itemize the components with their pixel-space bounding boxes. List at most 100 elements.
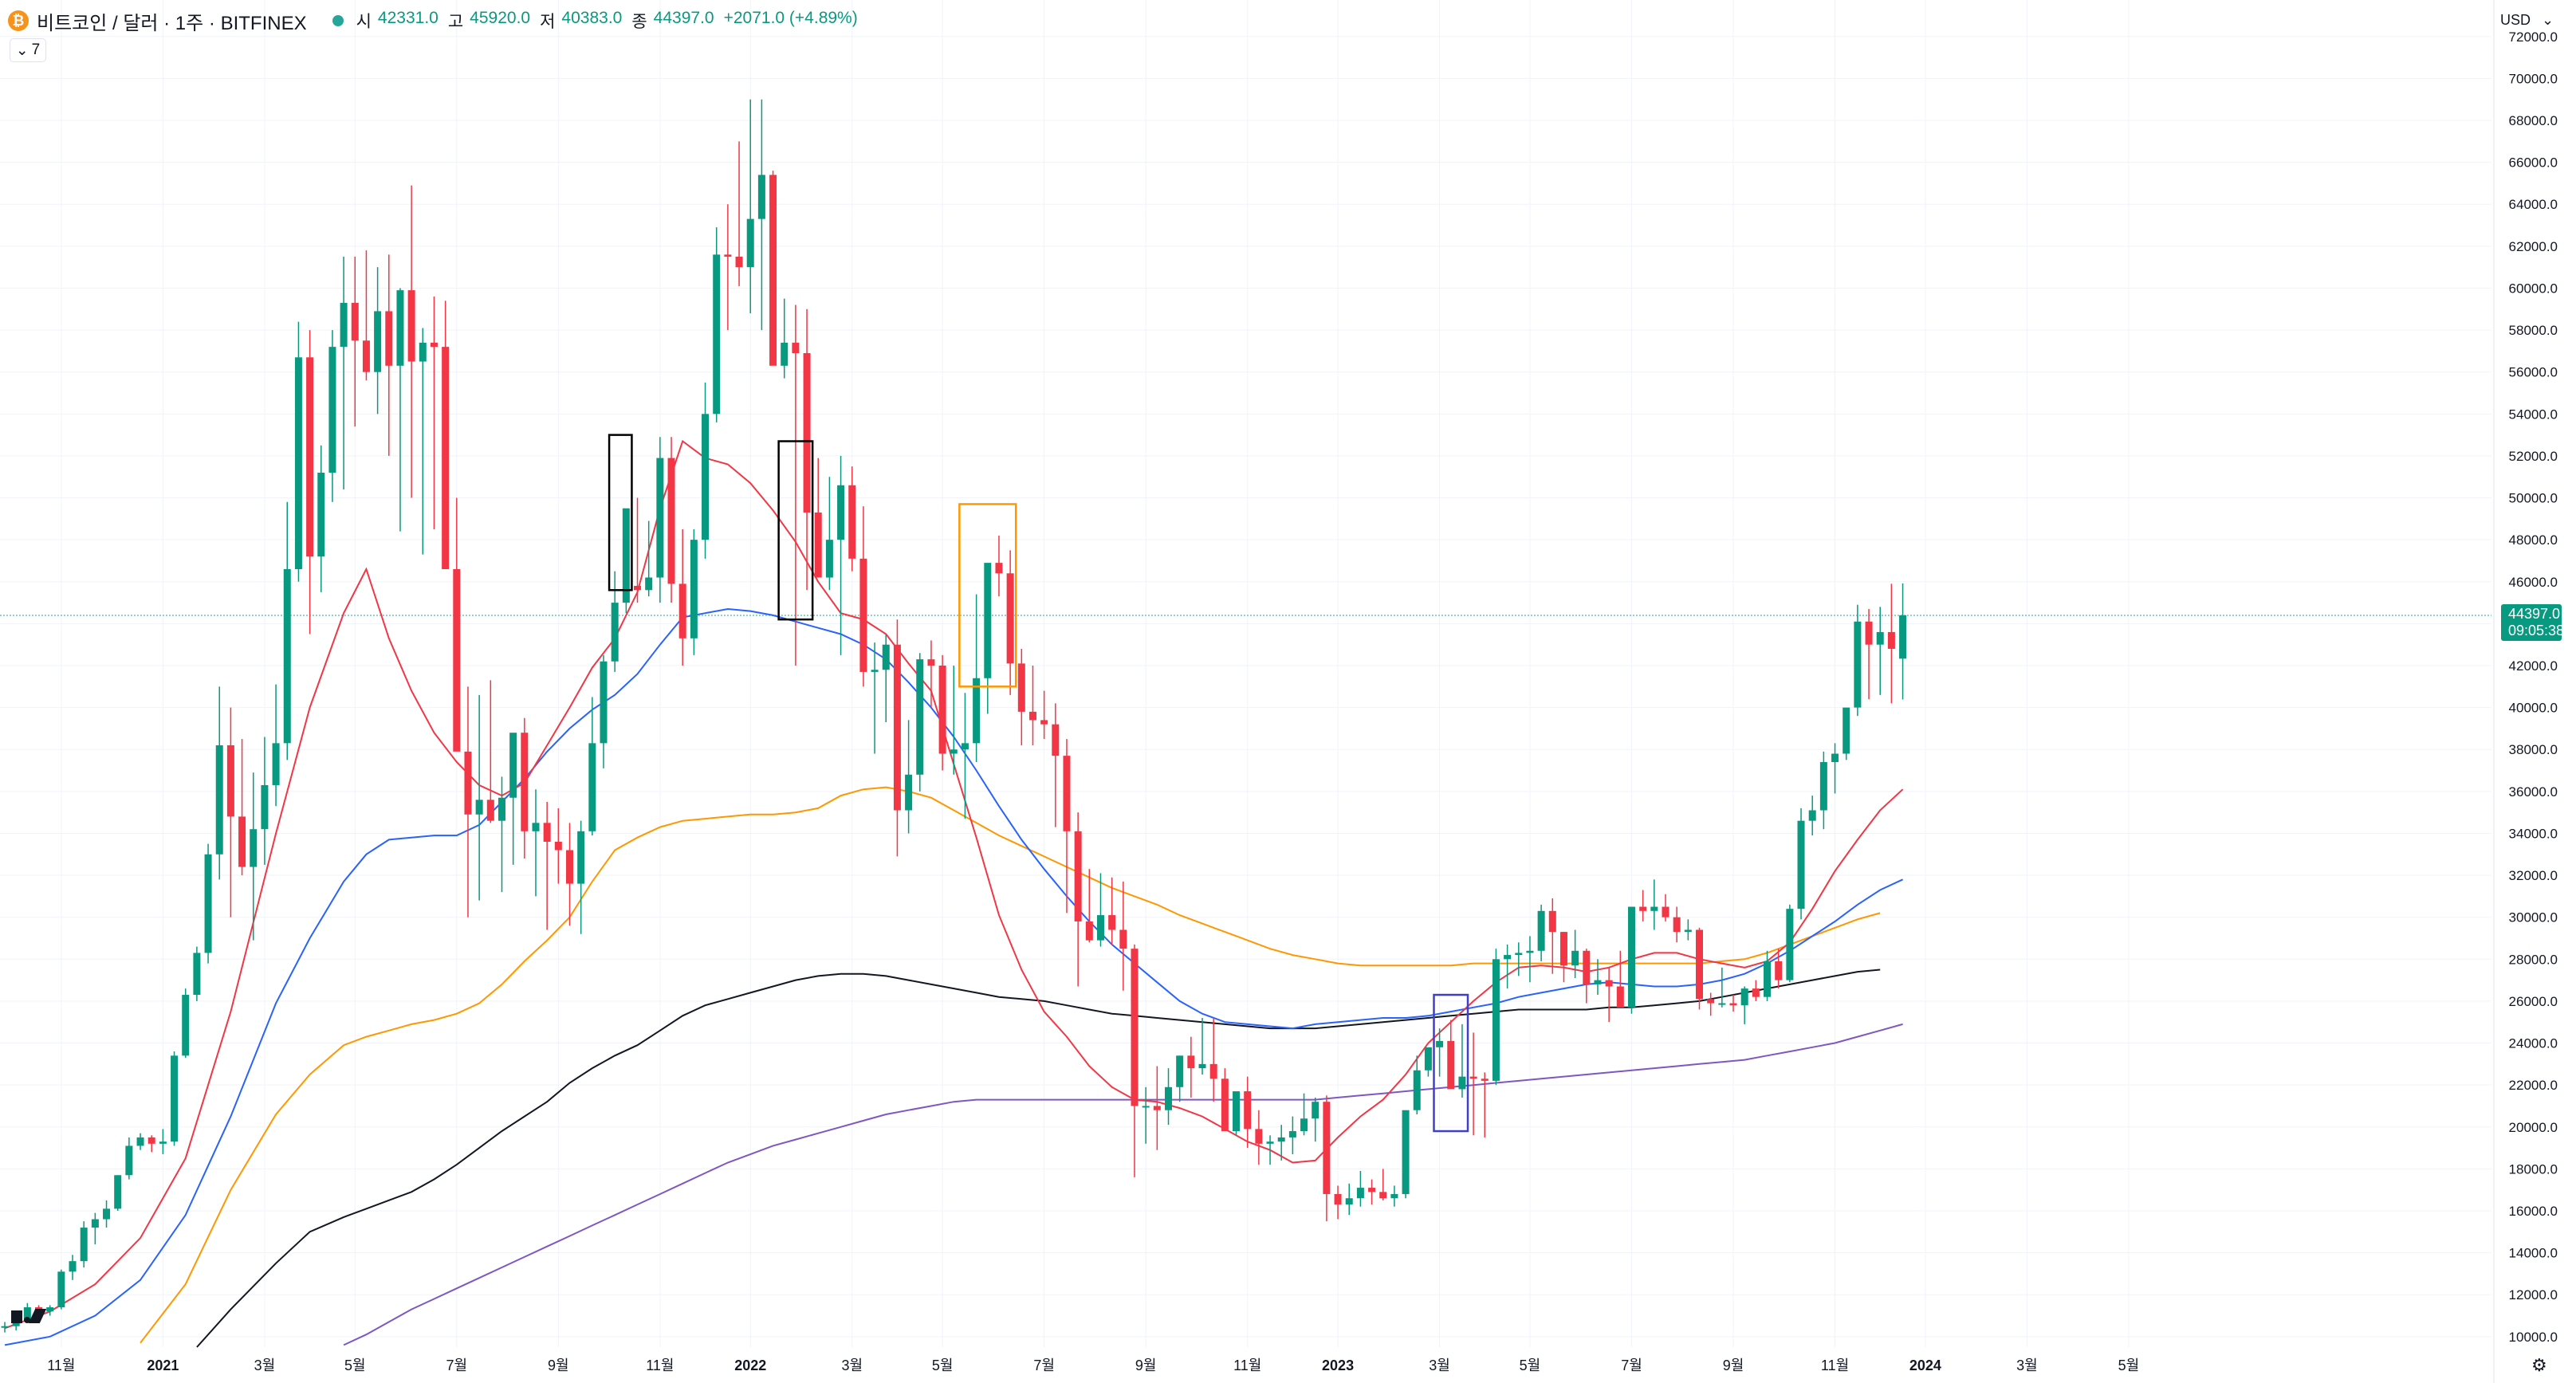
logo-bar [11,1310,22,1323]
candle-body [509,733,517,798]
candle-body [464,751,472,815]
indicator-count: 7 [31,41,41,58]
candle-body [893,644,901,811]
candle-body [702,414,710,540]
candle-body [532,823,540,831]
time-tick-label: 2021 [147,1357,179,1373]
chevron-down-icon: ⌄ [2542,11,2554,28]
price-tag-price: 44397.0 [2508,606,2560,622]
candle-body [1209,1063,1217,1079]
price-tick-label: 54000.0 [2509,407,2558,422]
time-tick-label: 11월 [1233,1357,1261,1373]
candle-body [1356,1188,1364,1199]
candle-body [362,340,370,372]
price-tick-label: 32000.0 [2509,868,2558,883]
time-tick-label: 5월 [932,1357,954,1373]
price-tick-label: 34000.0 [2509,826,2558,841]
currency-button[interactable]: USD ⌄ [2500,10,2554,30]
price-tick-label: 62000.0 [2509,239,2558,254]
highlight-box-blue [1433,993,1469,1133]
time-tick-label: 9월 [1135,1357,1157,1373]
candle-body [1447,1040,1455,1090]
candle-body [1594,980,1602,984]
time-tick-label: 7월 [1033,1357,1055,1373]
tradingview-logo[interactable] [11,1309,47,1323]
price-axis[interactable]: 10000.0 12000.0 14000.0 16000.0 18000.0 20000… [2493,0,2558,1383]
ohlc-low: 40383.0 [561,9,623,27]
candle-body [938,666,946,754]
indicators-toggle-button[interactable]: ⌄ 7 [10,38,46,62]
time-tick-label: 3월 [2016,1357,2038,1373]
time-tick-label: 11월 [1821,1357,1849,1373]
price-tick-label: 60000.0 [2509,281,2558,296]
candle-body [667,458,675,584]
logo-dot [24,1317,30,1323]
candle-body [1887,631,1895,649]
candle-body [1797,820,1805,910]
candle-body [57,1271,65,1308]
candle-body [781,342,789,366]
highlight-box-black [777,440,814,621]
candle-body [114,1175,122,1209]
candle-body [1028,711,1036,721]
candle-body [1424,1047,1432,1071]
candle-body [442,347,450,569]
candle-body [1819,762,1827,811]
ohlc-low-label: 저 [540,13,556,31]
candle-body [1255,1129,1263,1144]
ohlc-close-label: 종 [631,13,647,31]
time-axis[interactable]: 11월 2021 3월 5월 7월 9월 11월 2022 3월 5월 7월 9월 11월 2023 3월 5… [47,1357,2139,1373]
candle-body [1085,921,1093,941]
candle-body [1379,1192,1387,1199]
candle-body [475,800,483,815]
candle-body [385,311,393,366]
candle-body [1492,959,1500,1081]
candle-body [419,342,427,362]
candle-body [136,1137,144,1146]
price-tick-label: 20000.0 [2509,1120,2558,1135]
candle-body [1469,1076,1477,1079]
candle-body [1571,950,1579,966]
time-tick-label: 3월 [254,1357,276,1373]
currency-label: USD [2500,11,2531,28]
candle-body [984,563,992,678]
time-tick-label: 5월 [344,1357,366,1373]
chart-grid [0,0,2491,1347]
market-status-icon [332,15,344,26]
candle-body [1740,988,1748,1006]
candle-body [769,175,777,366]
candle-body [611,603,619,662]
candle-body [272,743,280,785]
candle-body [905,774,913,811]
candle-body [1583,950,1591,984]
candle-body [238,816,246,867]
candle-body [430,342,438,348]
candle-body [396,290,404,366]
candle-body [1187,1055,1195,1069]
price-tag-bg [2501,603,2562,641]
candle-body [1707,999,1715,1004]
candle-body [1402,1110,1410,1194]
symbol-title[interactable]: 비트코인 / 달러 · 1주 · BITFINEX [37,12,307,34]
time-tick-label: 2022 [734,1357,766,1373]
price-tick-label: 12000.0 [2509,1287,2558,1302]
candle-body [713,254,721,415]
candle-body [950,749,958,754]
candle-body [1876,631,1884,645]
candle-body [1548,910,1556,933]
candle-body [543,823,551,842]
candle-body [1108,915,1116,930]
candle-body [171,1055,179,1142]
candle-body [374,311,382,372]
last-price-tag: 44397.0 09:05:38 [2501,603,2564,641]
candle-body [1142,1106,1150,1108]
highlight-box-black [608,434,633,591]
candle-body [554,841,562,851]
price-tick-label: 56000.0 [2509,365,2558,380]
candle-body [1650,906,1658,911]
candle-body [407,290,415,362]
candle-body [1537,910,1545,951]
gear-icon[interactable]: ⚙ [2531,1355,2547,1375]
candle-body [1165,1086,1173,1110]
